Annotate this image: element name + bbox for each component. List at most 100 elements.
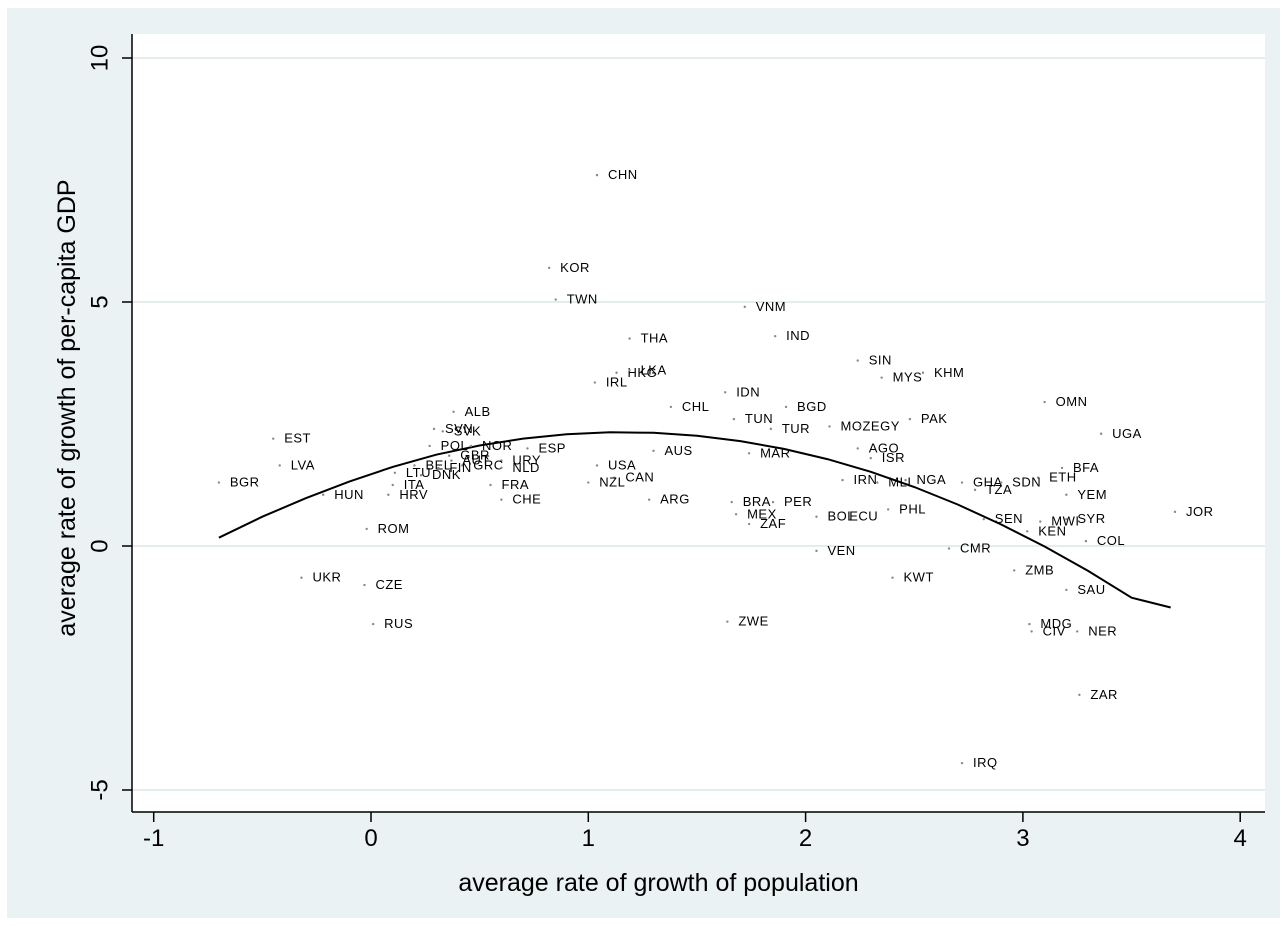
point-marker [815,515,818,518]
point-label: MDG [1040,616,1072,631]
point-label: VEN [827,543,855,558]
x-tick-label: 4 [1234,825,1247,852]
point-label: CHN [608,167,638,182]
point-label: USA [608,457,636,472]
y-axis-ticks: -5 0 5 10 [87,45,132,801]
point-label: GRC [473,457,503,472]
x-tick-label: 2 [799,825,812,852]
point-label: AUS [664,443,692,458]
point-label: THA [641,331,669,346]
point-marker [876,481,879,484]
point-label: POL [441,438,469,453]
point-marker [743,305,746,309]
point-label: CHE [512,492,541,507]
point-marker [836,515,840,518]
point-marker [1065,517,1068,521]
point-label: ISR [882,450,905,465]
point-marker [1173,510,1177,514]
point-label: KOR [560,260,590,275]
point-label: UKR [312,570,341,585]
point-label: DNK [432,467,461,482]
x-axis-title: average rate of growth of population [458,869,858,897]
point-label: MWI [1051,514,1079,529]
point-label: MYS [893,370,923,385]
point-marker [1078,693,1081,697]
point-marker [217,481,221,484]
point-marker [841,478,844,482]
point-marker [554,298,557,301]
point-marker [1084,539,1088,543]
point-marker [1028,622,1031,626]
point-label: ITA [404,477,425,492]
point-label: BOL [827,509,855,524]
point-label: NGA [917,472,947,487]
point-label: ZAR [1090,687,1118,702]
point-marker [365,527,368,531]
point-marker [982,517,985,521]
point-label: SVN [445,421,473,436]
point-marker [500,498,503,501]
point-label: MOZ [841,418,871,433]
point-label: LTU [406,465,431,480]
x-tick-label: 1 [582,825,595,852]
point-marker [448,454,451,457]
point-marker [769,427,773,431]
point-label: TZA [986,482,1012,497]
point-marker [1065,588,1068,592]
point-label: NLD [512,460,540,475]
point-marker [450,459,453,462]
point-label: SEN [995,511,1023,526]
point-label: RUS [384,616,413,631]
point-label: JOR [1186,504,1214,519]
point-marker [1043,400,1046,404]
point-marker [1026,530,1029,533]
point-label: TWN [567,292,598,307]
point-marker [489,483,492,487]
point-label: LKA [641,362,667,377]
point-marker [615,371,618,374]
point-marker [1076,630,1079,633]
point-marker [960,761,964,765]
point-label: ECU [849,509,878,524]
x-axis-ticks: -1 0 1 2 3 4 [143,812,1247,852]
point-label: ARG [660,492,690,507]
point-marker [771,500,775,504]
point-label: VNM [756,299,786,314]
point-marker [1039,520,1042,523]
point-marker [858,425,862,428]
point-marker [500,459,503,462]
point-marker [437,466,440,470]
point-marker [1013,569,1016,572]
point-label: MLI [888,475,911,490]
point-label: SVK [454,423,482,438]
point-label: ZMB [1025,562,1054,577]
point-marker [815,549,818,553]
fitted-curve [218,431,1171,609]
point-marker [999,481,1003,484]
point-label: EGY [871,418,900,433]
point-marker [391,483,394,487]
point-label: BEL [425,457,451,472]
point-marker [441,430,444,433]
x-tick-label: 0 [364,825,377,852]
point-label: BGD [797,399,827,414]
point-label: CZE [375,577,403,592]
point-label: KEN [1038,523,1066,538]
point-marker [732,417,736,421]
point-marker [413,464,416,467]
point-label: FIN [449,460,471,475]
point-marker [828,425,831,428]
point-marker [393,471,397,474]
point-marker [1030,630,1033,633]
point-marker [419,474,423,477]
point-label: CAN [625,470,654,485]
point-label: MAR [760,445,790,460]
gridlines [132,57,1265,791]
point-marker [886,508,890,511]
point-label: HKG [628,365,658,380]
point-label: AGO [869,440,899,455]
point-marker [921,371,925,374]
point-label: PAK [921,411,948,426]
point-label: SYR [1077,511,1105,526]
